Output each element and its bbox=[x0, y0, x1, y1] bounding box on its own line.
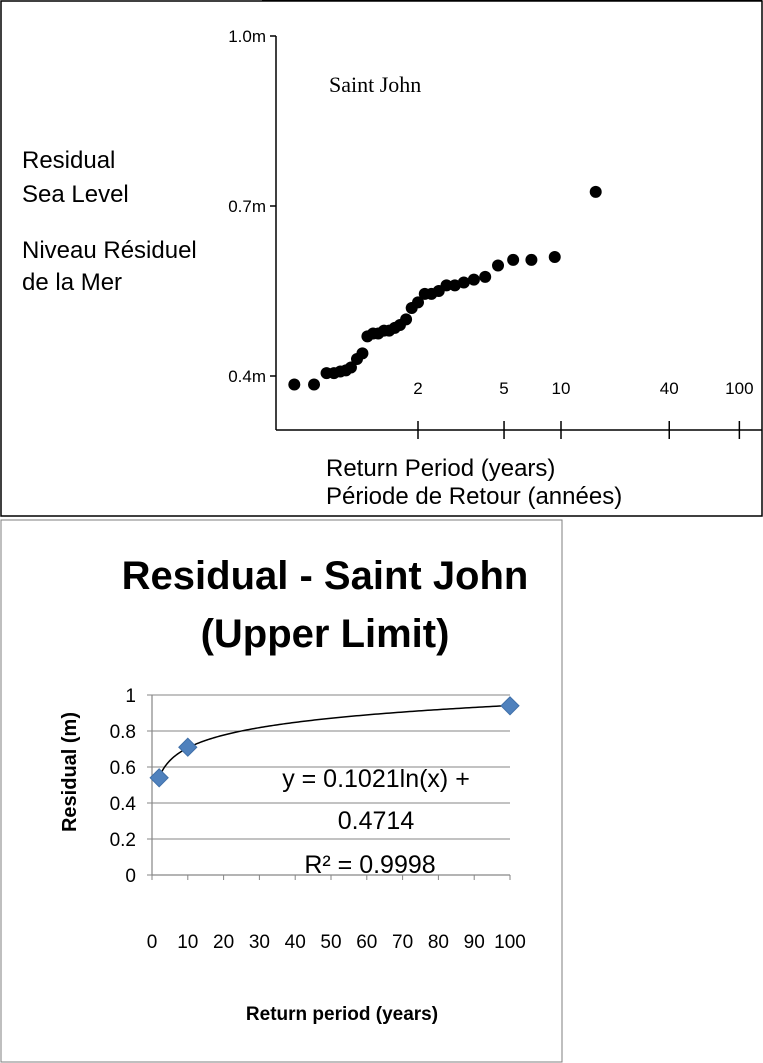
observed-point bbox=[467, 273, 480, 286]
top-x-tick-label: 2 bbox=[413, 379, 422, 398]
observed-point bbox=[308, 378, 321, 391]
upper-limit-plot: Residual - Saint John(Upper Limit) 00.20… bbox=[59, 554, 528, 1025]
data-point-diamond bbox=[178, 737, 198, 757]
top-x-ticks: 2 5 10 40 100 bbox=[413, 379, 754, 439]
top-y-ticks: 0.4m 0.7m 1.0m bbox=[228, 27, 276, 386]
bottom-y-tick-label: 0 bbox=[125, 866, 136, 887]
equation-line: 0.4714 bbox=[338, 807, 415, 835]
bottom-y-tick-label: 1 bbox=[125, 686, 136, 707]
bottom-chart-title: Residual - Saint John (Upper Limit) bbox=[122, 554, 529, 656]
bottom-x-tick-label: 60 bbox=[356, 932, 377, 953]
top-y-axis-label: Residual Sea Level Niveau Résiduel de la Me… bbox=[22, 147, 197, 296]
top-x-tick-label: 5 bbox=[499, 379, 508, 398]
equation-line: y = 0.1021ln(x) + bbox=[282, 765, 470, 793]
bottom-x-ticks: 0 10 20 30 40 50 60 70 80 90 100 bbox=[147, 875, 526, 953]
observed-point bbox=[525, 253, 538, 266]
bottom-y-tick-label: 0.2 bbox=[110, 830, 136, 851]
top-y-label-line: Residual bbox=[22, 147, 115, 174]
data-point-diamond bbox=[149, 768, 169, 788]
top-y-label-line: Sea Level bbox=[22, 181, 129, 208]
bottom-gridlines bbox=[152, 694, 510, 840]
bottom-x-axis-label: Return period (years) bbox=[246, 1004, 438, 1025]
observed-point bbox=[589, 185, 602, 198]
top-y-tick-label: 0.4m bbox=[228, 367, 266, 386]
top-y-label-line: Niveau Résiduel bbox=[22, 237, 197, 264]
trendline bbox=[158, 704, 511, 778]
bottom-title-line: (Upper Limit) bbox=[201, 612, 450, 656]
top-y-label-line: de la Mer bbox=[22, 269, 122, 296]
bottom-y-ticks: 0 0.2 0.4 0.6 0.8 1 bbox=[110, 686, 152, 887]
bottom-x-tick-label: 90 bbox=[464, 932, 485, 953]
bottom-y-tick-label: 0.6 bbox=[110, 758, 136, 779]
observed-point bbox=[479, 270, 492, 283]
return-period-plot: 0.4m 0.7m 1.0m 2 5 10 40 100 Saint John Residu… bbox=[22, 0, 762, 510]
observed-points bbox=[288, 185, 602, 391]
bottom-x-tick-label: 70 bbox=[392, 932, 413, 953]
observed-point bbox=[344, 361, 357, 374]
bottom-y-axis-label: Residual (m) bbox=[59, 712, 81, 832]
observed-point bbox=[492, 259, 505, 272]
observed-point bbox=[400, 313, 413, 326]
top-x-label-line: Période de Retour (années) bbox=[326, 483, 622, 510]
equation-line: R² = 0.9998 bbox=[304, 851, 435, 879]
data-point-diamond bbox=[500, 696, 520, 716]
observed-point bbox=[440, 279, 453, 292]
bottom-y-tick-label: 0.4 bbox=[110, 794, 137, 815]
observed-point bbox=[548, 251, 561, 263]
bottom-panel-frame bbox=[0, 519, 563, 1063]
bottom-x-tick-label: 30 bbox=[249, 932, 270, 953]
trendline-curve bbox=[158, 704, 511, 778]
observed-point bbox=[412, 296, 424, 309]
observed-point bbox=[457, 276, 470, 289]
top-x-tick-label: 10 bbox=[552, 379, 571, 398]
bottom-x-tick-label: 0 bbox=[147, 932, 158, 953]
top-x-label-line: Return Period (years) bbox=[326, 455, 555, 482]
bottom-y-tick-label: 0.8 bbox=[110, 722, 136, 743]
trendline-equation: y = 0.1021ln(x) + 0.4714 R² = 0.9998 bbox=[282, 765, 470, 879]
observed-point bbox=[507, 253, 520, 266]
bottom-title-line: Residual - Saint John bbox=[122, 554, 529, 598]
top-x-tick-label: 100 bbox=[725, 379, 753, 398]
top-x-tick-label: 40 bbox=[660, 379, 679, 398]
observed-point bbox=[288, 378, 301, 391]
bottom-x-tick-label: 40 bbox=[285, 932, 306, 953]
top-y-tick-label: 1.0m bbox=[228, 27, 266, 46]
top-axes bbox=[275, 36, 762, 431]
top-chart-title: Saint John bbox=[329, 72, 421, 97]
data-points bbox=[149, 696, 520, 788]
bottom-x-tick-label: 50 bbox=[320, 932, 341, 953]
top-x-axis-label: Return Period (years)Période de Retour (… bbox=[326, 455, 622, 510]
bottom-x-tick-label: 100 bbox=[494, 932, 526, 953]
bottom-x-tick-label: 20 bbox=[213, 932, 234, 953]
bottom-x-tick-label: 10 bbox=[177, 932, 198, 953]
observed-point bbox=[356, 347, 369, 360]
bottom-x-tick-label: 80 bbox=[428, 932, 449, 953]
top-y-tick-label: 0.7m bbox=[228, 197, 266, 216]
